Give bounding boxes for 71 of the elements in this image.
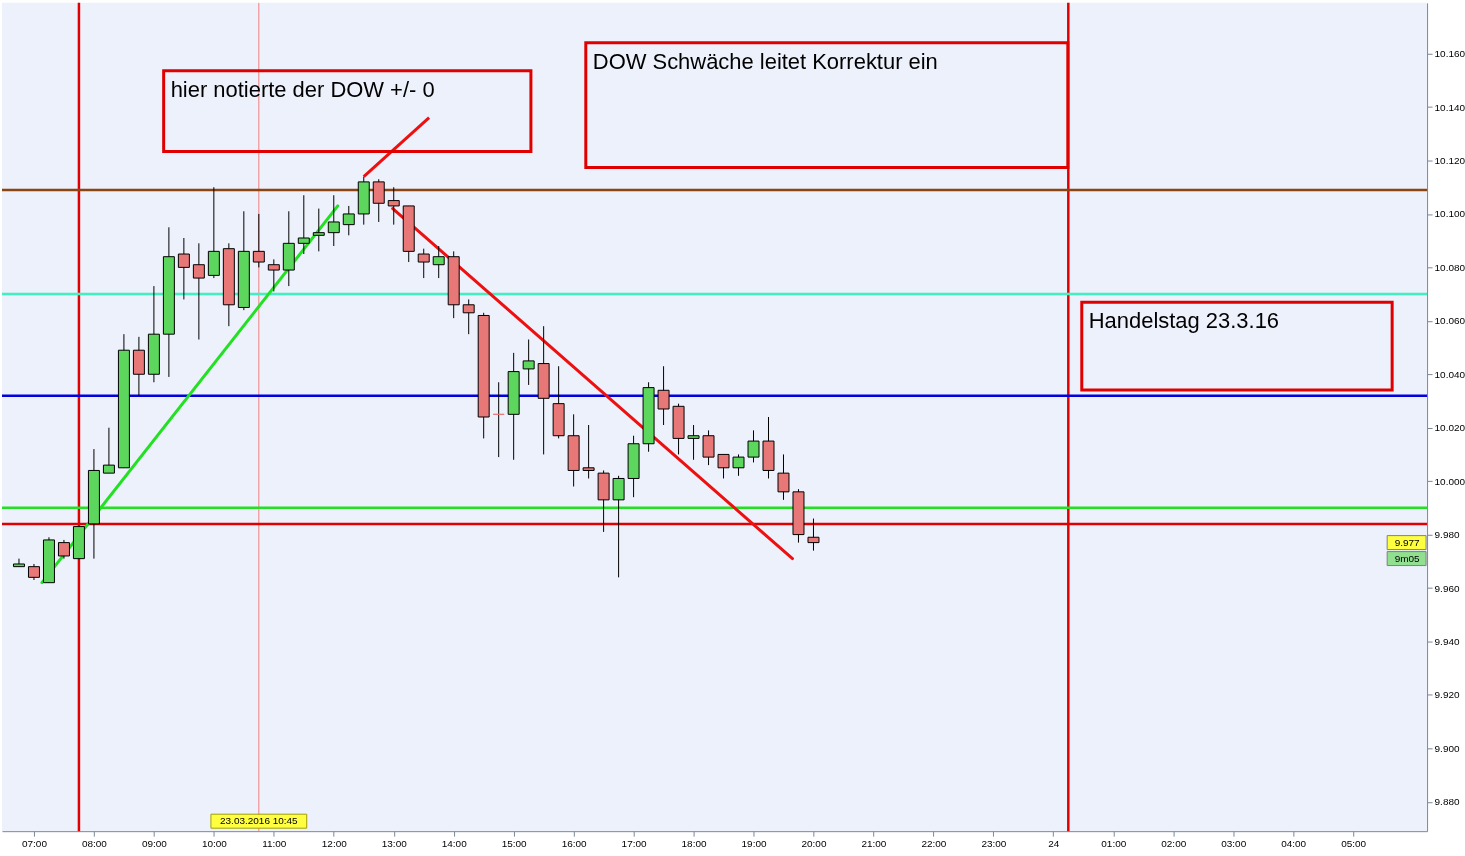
x-tick-label: 22:00 <box>921 837 947 849</box>
candlestick <box>732 453 745 477</box>
ref-line-label: 23.03.2016 10:45 <box>220 815 299 827</box>
x-tick-label: 20:00 <box>801 837 827 849</box>
y-tick-label: 10.040 <box>1434 368 1465 380</box>
candlestick <box>417 248 430 279</box>
x-tick-label: 23:00 <box>981 837 1007 849</box>
y-tick-label: 9.900 <box>1434 742 1460 754</box>
x-tick-label: 24 <box>1048 837 1060 849</box>
x-tick-label: 07:00 <box>21 837 48 849</box>
candlestick <box>372 178 385 223</box>
y-tick-label: 10.060 <box>1434 315 1465 327</box>
annotation: hier notierte der DOW +/- 0 <box>170 76 435 102</box>
x-tick-label: 10:00 <box>201 837 228 849</box>
annotation: Handelstag 23.3.16 <box>1088 308 1280 334</box>
candlestick <box>102 427 115 474</box>
y-tick-label: 10.020 <box>1434 422 1465 434</box>
candlestick <box>57 539 70 560</box>
candlestick <box>777 453 790 501</box>
x-tick-label: 02:00 <box>1161 837 1187 849</box>
x-tick-label: 19:00 <box>741 837 767 849</box>
candlestick <box>717 453 730 479</box>
y-tick-label: 10.160 <box>1434 48 1465 60</box>
x-tick-label: 08:00 <box>81 837 108 849</box>
candlestick <box>657 365 670 426</box>
candlestick <box>387 186 400 226</box>
x-tick-label: 05:00 <box>1341 837 1367 849</box>
candlestick <box>462 298 475 335</box>
x-tick-label: 12:00 <box>321 837 348 849</box>
candlestick <box>327 194 340 247</box>
y-tick-label: 10.080 <box>1434 261 1465 273</box>
candlestick <box>192 242 205 341</box>
candlestick <box>342 205 355 236</box>
x-tick-label: 15:00 <box>501 837 528 849</box>
y-tick-label: 10.000 <box>1434 475 1465 487</box>
candlestick <box>432 245 445 279</box>
x-tick-label: 14:00 <box>441 837 468 849</box>
x-tick-label: 11:00 <box>262 837 287 849</box>
y-tick-label: 10.120 <box>1434 155 1465 166</box>
y-tick-label: 9.880 <box>1434 796 1460 808</box>
candlestick <box>177 237 190 300</box>
x-tick-label: 04:00 <box>1281 837 1307 849</box>
y-tick-label: 10.140 <box>1434 101 1465 113</box>
candlestick <box>612 475 625 578</box>
candlestick <box>297 194 310 255</box>
y-tick-label: 10.100 <box>1434 208 1465 220</box>
annotation: DOW Schwäche leitet Korrektur ein <box>592 48 938 74</box>
x-tick-label: 09:00 <box>141 837 168 849</box>
y-tick-label: 9.920 <box>1434 689 1460 701</box>
candlestick <box>267 258 280 292</box>
x-tick-label: 21:00 <box>861 837 887 849</box>
candlestick <box>807 518 820 552</box>
y-tick-label: 9.980 <box>1434 529 1460 541</box>
x-tick-label: 01:00 <box>1101 837 1127 849</box>
candlestick <box>747 429 760 463</box>
candlestick <box>522 339 535 386</box>
candlestick <box>582 424 595 479</box>
candlestick <box>687 424 700 461</box>
candlestick <box>702 429 715 466</box>
y-tick-label: 9.960 <box>1434 582 1460 594</box>
candlestick <box>312 208 325 252</box>
x-tick-label: 03:00 <box>1221 837 1247 849</box>
annotation: 9m05 <box>1394 552 1421 564</box>
x-tick-label: 18:00 <box>681 837 707 849</box>
x-tick-label: 13:00 <box>381 837 408 849</box>
candlestick <box>492 381 505 458</box>
annotation: 9.977 <box>1394 536 1421 548</box>
x-tick-label: 17:00 <box>621 837 648 849</box>
candlestick <box>12 558 25 568</box>
y-tick-label: 9.940 <box>1434 635 1460 647</box>
x-tick-label: 16:00 <box>561 837 588 849</box>
